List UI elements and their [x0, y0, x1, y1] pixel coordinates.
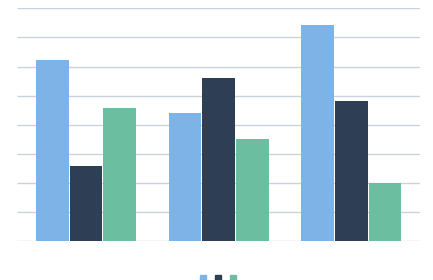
Bar: [236, 139, 269, 241]
Bar: [36, 60, 69, 241]
Bar: [202, 78, 235, 241]
Bar: [103, 108, 136, 241]
Legend: , , : , ,: [196, 269, 241, 280]
Bar: [335, 101, 368, 241]
Bar: [301, 25, 334, 241]
Bar: [168, 113, 201, 241]
Bar: [368, 183, 401, 241]
Bar: [70, 166, 103, 241]
